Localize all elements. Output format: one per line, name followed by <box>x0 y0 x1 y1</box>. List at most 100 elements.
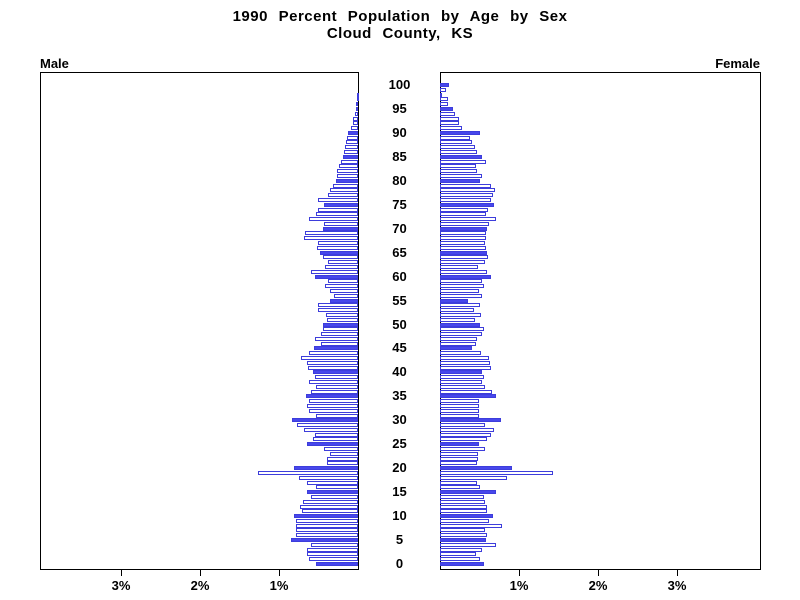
male-age-29-bar <box>297 423 358 427</box>
female-age-84-bar <box>440 160 486 164</box>
male-age-67-bar <box>318 241 358 245</box>
male-age-1-bar <box>309 557 358 561</box>
female-age-74-bar <box>440 208 488 212</box>
male-age-92-bar <box>353 121 358 125</box>
male-age-11-bar <box>302 509 358 513</box>
age-tick-label-30: 30 <box>392 412 407 427</box>
female-age-91-bar <box>440 126 462 130</box>
female-age-59-bar <box>440 279 482 283</box>
male-age-39-bar <box>315 375 358 379</box>
male-age-53-bar <box>318 308 358 312</box>
male-age-88-bar <box>346 140 358 144</box>
female-age-13-bar <box>440 500 485 504</box>
male-age-28-bar <box>304 428 358 432</box>
age-tick-label-65: 65 <box>392 245 407 260</box>
male-age-36-bar <box>311 390 358 394</box>
female-age-10-bar <box>440 514 493 518</box>
female-age-90-bar <box>440 131 480 135</box>
age-tick-label-90: 90 <box>392 125 407 140</box>
female-age-71-bar <box>440 222 489 226</box>
male-age-78-bar <box>330 188 358 192</box>
male-age-34-bar <box>309 399 358 403</box>
female-age-7-bar <box>440 528 485 532</box>
male-age-91-bar <box>351 126 358 130</box>
female-panel-label: Female <box>715 56 760 71</box>
female-age-35-bar <box>440 394 496 398</box>
female-age-41-bar <box>440 366 491 370</box>
male-age-9-bar <box>296 519 358 523</box>
male-age-82-bar <box>337 169 358 173</box>
female-1pct-tick-mark <box>519 570 520 576</box>
male-age-59-bar <box>328 279 358 283</box>
female-age-25-bar <box>440 442 479 446</box>
male-age-16-bar <box>316 485 358 489</box>
male-age-54-bar <box>318 303 358 307</box>
female-age-46-bar <box>440 342 476 346</box>
male-age-62-bar <box>325 265 358 269</box>
female-age-99-bar <box>440 88 446 92</box>
female-age-45-bar <box>440 346 472 350</box>
female-age-58-bar <box>440 284 484 288</box>
female-age-38-bar <box>440 380 482 384</box>
chart-title: 1990 Percent Population by Age by Sex <box>232 8 568 25</box>
male-age-14-bar <box>311 495 358 499</box>
female-age-96-bar <box>440 102 448 106</box>
male-age-18-bar <box>299 476 358 480</box>
male-age-42-bar <box>307 361 358 365</box>
female-age-9-bar <box>440 519 489 523</box>
male-age-90-bar <box>348 131 358 135</box>
female-age-37-bar <box>440 385 485 389</box>
male-age-10-bar <box>294 514 358 518</box>
male-age-63-bar <box>328 260 358 264</box>
male-age-77-bar <box>328 193 358 197</box>
female-age-64-bar <box>440 255 488 259</box>
male-age-73-bar <box>316 212 358 216</box>
chart-subtitle: Cloud County, KS <box>326 25 474 42</box>
female-age-36-bar <box>440 390 492 394</box>
male-age-83-bar <box>339 164 358 168</box>
female-age-82-bar <box>440 169 477 173</box>
female-age-62-bar <box>440 265 478 269</box>
female-age-79-bar <box>440 184 491 188</box>
female-age-5-bar <box>440 538 486 542</box>
male-2pct-tick-mark <box>200 570 201 576</box>
age-tick-label-60: 60 <box>392 269 407 284</box>
female-age-49-bar <box>440 327 484 331</box>
male-age-13-bar <box>303 500 358 504</box>
female-age-98-bar <box>440 93 442 97</box>
male-age-81-bar <box>337 174 358 178</box>
female-age-63-bar <box>440 260 485 264</box>
male-age-2-bar <box>307 552 358 556</box>
male-age-15-bar <box>307 490 358 494</box>
female-age-12-bar <box>440 505 487 509</box>
female-age-1-bar <box>440 557 480 561</box>
female-age-40-bar <box>440 370 482 374</box>
male-age-38-bar <box>309 380 358 384</box>
male-age-33-bar <box>307 404 358 408</box>
female-age-70-bar <box>440 227 487 231</box>
female-2pct-tick-mark <box>598 570 599 576</box>
male-age-24-bar <box>324 447 358 451</box>
male-age-86-bar <box>344 150 358 154</box>
male-age-98-bar <box>357 93 359 97</box>
male-age-57-bar <box>330 289 358 293</box>
female-age-19-bar <box>440 471 553 475</box>
male-1pct-tick-label: 1% <box>269 578 289 593</box>
female-age-55-bar <box>440 299 468 303</box>
female-age-30-bar <box>440 418 501 422</box>
male-age-21-bar <box>327 461 358 465</box>
female-age-8-bar <box>440 524 502 528</box>
female-age-80-bar <box>440 179 480 183</box>
male-age-41-bar <box>308 366 358 370</box>
female-age-100-bar <box>440 83 449 87</box>
male-age-97-bar <box>357 97 359 101</box>
female-age-29-bar <box>440 423 485 427</box>
male-age-48-bar <box>321 332 358 336</box>
female-age-83-bar <box>440 164 476 168</box>
male-age-26-bar <box>313 437 358 441</box>
age-tick-label-95: 95 <box>392 101 407 116</box>
female-age-95-bar <box>440 107 453 111</box>
male-age-60-bar <box>315 275 358 279</box>
female-age-33-bar <box>440 404 479 408</box>
